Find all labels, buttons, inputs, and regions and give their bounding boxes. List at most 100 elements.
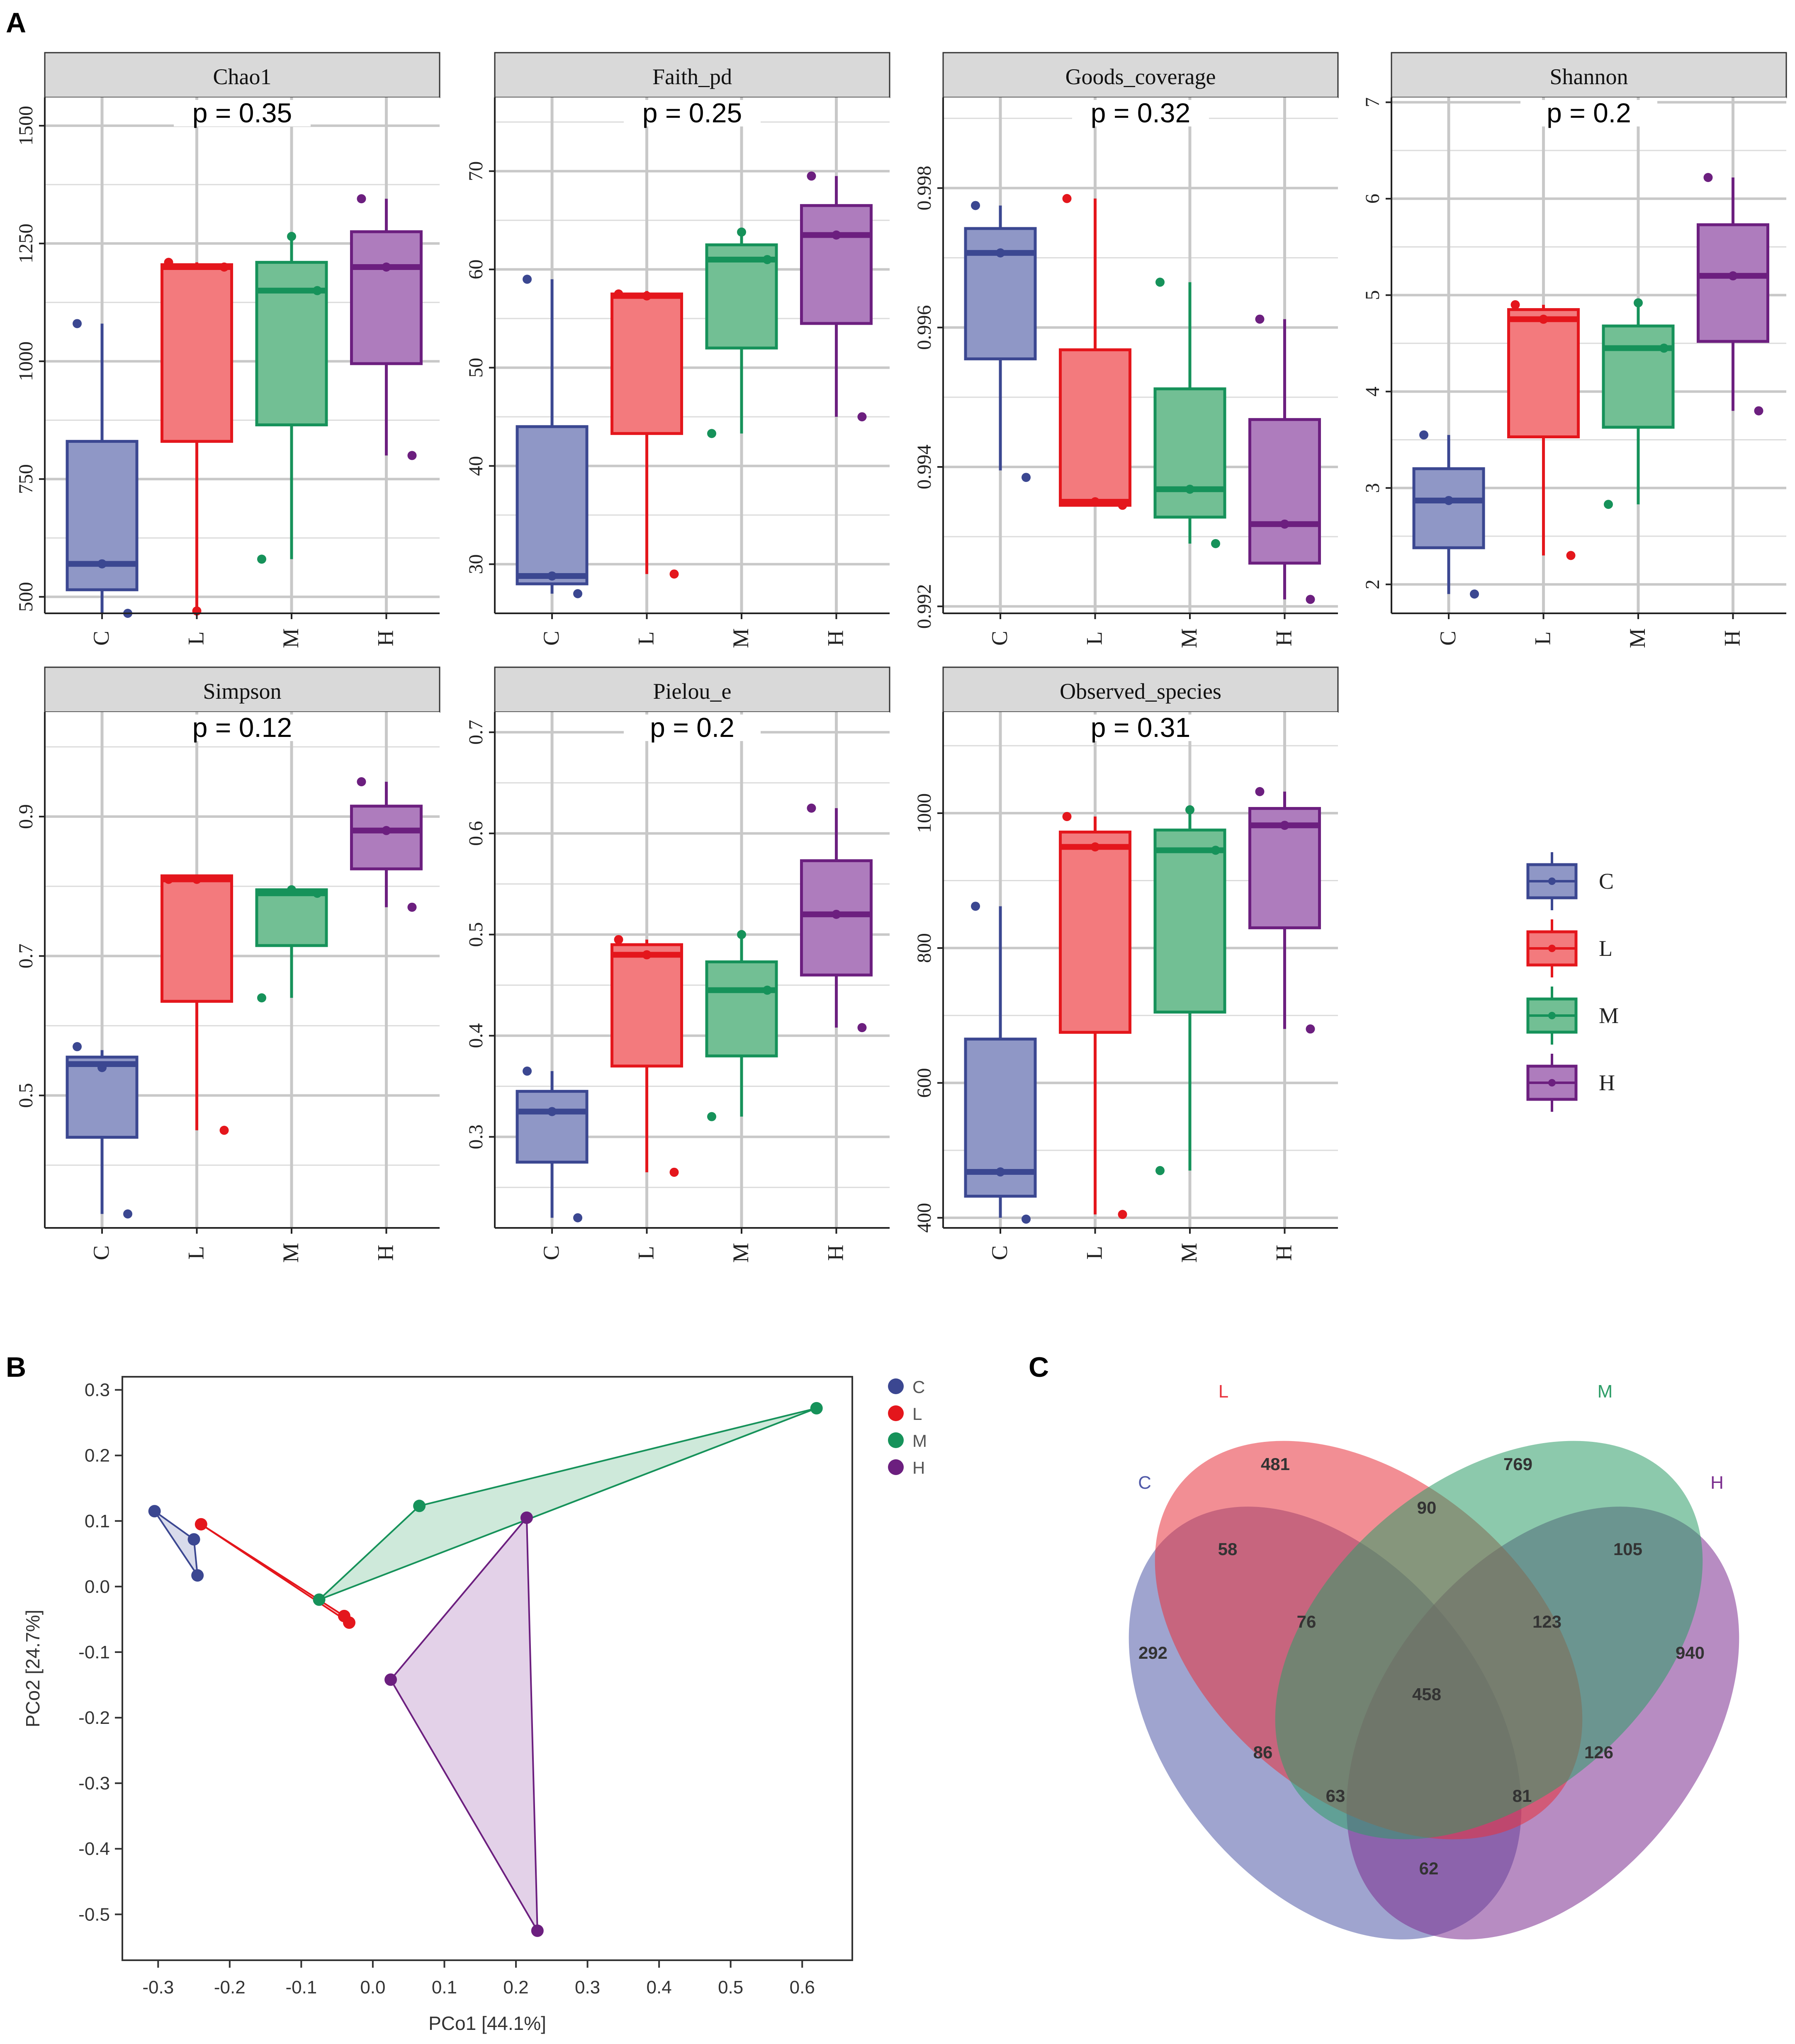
box-C [964,201,1037,482]
x-tick-label: H [373,630,398,646]
x-tick-label: H [1720,630,1744,646]
venn-region-lmh: 123 [1532,1612,1562,1631]
data-point [313,889,322,898]
box-H [1248,314,1321,604]
x-tick-label: M [278,628,303,648]
pvalue-background [174,100,311,126]
data-point [1539,314,1548,324]
y-tick-label: 0.4 [465,1023,487,1048]
pcoa-point-H [520,1511,533,1524]
box-H [1696,173,1769,416]
data-point [313,286,322,295]
data-point [1280,519,1289,529]
x-tick-label: L [1082,632,1107,645]
data-point [642,950,652,960]
data-point [73,319,82,328]
y-tick-label: 4 [1362,386,1384,396]
hull-H [389,1515,538,1931]
x-tick-label: H [823,630,848,646]
box-L [161,258,233,616]
data-point [707,429,716,438]
data-point [1118,501,1127,510]
y-tick-label: -0.2 [78,1708,110,1728]
pvalue-label: p = 0.25 [642,97,742,128]
data-point [971,201,980,210]
data-point [707,1112,716,1121]
data-point [547,1107,557,1116]
box-L [610,289,683,579]
y-tick-label: 1000 [913,793,935,833]
data-point [996,248,1005,258]
pcoa-legend-dot-L [888,1405,904,1421]
facet-title: Shannon [1550,64,1628,89]
box-C [66,1042,139,1219]
pvalue-label: p = 0.31 [1091,712,1190,743]
pvalue-background [174,715,311,741]
y-tick-label: 0.1 [85,1511,110,1531]
pvalue-background [624,715,761,741]
box-C [66,319,139,618]
data-point [97,559,107,569]
x-tick-label: C [987,1245,1012,1260]
data-point [382,826,391,835]
hull-L [200,1524,350,1624]
pvalue-label: p = 0.2 [650,712,735,743]
data-point [1062,812,1072,821]
y-tick-label: 0.0 [85,1577,110,1597]
pcoa-legend-dot-M [888,1432,904,1448]
x-tick-label: -0.1 [285,1977,317,1998]
x-tick-label: L [634,632,659,645]
box-M [1153,805,1226,1175]
data-point [73,1042,82,1051]
data-point [1754,406,1763,416]
y-tick-label: 0.2 [85,1446,110,1466]
y-tick-label: 500 [15,582,37,612]
box-iqr [964,227,1037,360]
x-tick-label: M [1177,628,1202,648]
box-L [1507,300,1580,560]
x-tick-label: C [987,631,1012,646]
data-point [669,569,679,579]
y-tick-label: 1500 [15,106,37,146]
data-point [1703,173,1713,182]
legend-label: M [1599,1003,1619,1028]
data-point [996,1167,1005,1177]
venn-region-m: 769 [1503,1454,1532,1474]
data-point [737,930,746,939]
x-tick-label: C [539,1245,564,1260]
data-point [257,554,266,564]
venn-set-label-C: C [1138,1473,1151,1493]
legend-point [1548,1012,1556,1019]
y-tick-label: 0.9 [15,804,37,829]
data-point [807,171,816,181]
x-tick-label: M [728,1243,753,1263]
facet-title: Simpson [203,679,281,704]
data-point [97,1063,107,1072]
boxplot-faith-pd: Faith_pdp = 0.25 30 40 50 60 70 C L M H [465,52,890,648]
data-point [1659,343,1669,353]
hull-M [319,1407,817,1601]
venn-region-cmh: 63 [1326,1786,1345,1806]
venn-region-clh: 81 [1513,1786,1532,1806]
panel-label-c: C [1029,1351,1049,1383]
data-point [219,262,229,272]
data-point [1604,500,1613,509]
venn-set-label-M: M [1598,1381,1613,1402]
pcoa-point-M [413,1500,426,1512]
pcoa-legend-label: H [912,1458,925,1478]
box-iqr [610,292,683,435]
legend-item-M: M [1526,987,1619,1045]
pcoa-point-H [531,1924,544,1937]
y-tick-label: 7 [1362,97,1384,107]
data-point [1634,298,1643,308]
venn-region-l: 481 [1261,1454,1290,1474]
x-tick-label: 0.3 [575,1977,600,1998]
pcoa-point-H [384,1673,397,1686]
y-tick-label: 2 [1362,579,1384,589]
pcoa-point-C [191,1569,204,1582]
box-C [964,902,1037,1224]
legend-item-H: H [1526,1054,1615,1112]
